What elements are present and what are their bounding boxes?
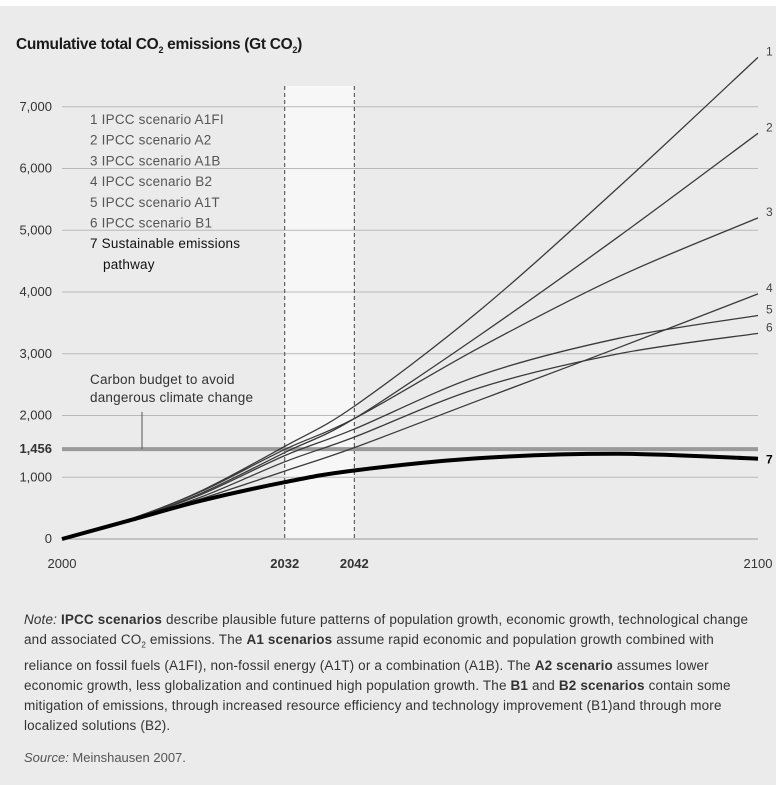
series-end-label: 6 [766,320,773,334]
title-sub-1: 2 [158,45,164,56]
y-tick-label: 6,000 [19,161,52,176]
series-end-label: 5 [766,302,773,316]
x-tick-label: 2000 [48,556,77,571]
series-line-7 [61,451,759,541]
y-tick-label: 1,000 [19,469,52,484]
y-tick-label: 5,000 [19,222,52,237]
series-end-label: 3 [766,205,773,219]
source-label: Source: [24,750,69,765]
note-sub: 2 [141,640,146,650]
note-bold: B2 scenarios [558,677,645,693]
x-tick-label: 2042 [340,556,369,571]
note-paragraph: Note: IPCC scenarios describe plausible … [24,610,764,736]
title-text-3: ) [297,36,303,53]
legend-entry: 5 IPCC scenario A1T [90,195,220,210]
source-text: Meinshausen 2007. [68,750,186,765]
y-tick-label: 4,000 [19,284,52,299]
series-line-1 [61,56,759,540]
note-text: emissions. The [145,632,247,647]
note-text: assumes lower economic growth, less glob… [24,657,709,693]
x-tick-label: 2032 [270,556,299,571]
note-label: Note: [24,612,58,627]
title-text-1: Cumulative total CO [16,36,159,53]
legend-entry: 1 IPCC scenario A1FI [90,112,224,127]
series-end-label: 1 [766,44,773,58]
note-text: and [528,677,559,693]
source-line: Source: Meinshausen 2007. [24,750,186,765]
title-text-2: emissions (Gt CO [163,36,293,53]
y-tick-label: 1,456 [19,441,52,456]
legend-entry: 6 IPCC scenario B1 [90,216,212,231]
note-text: contain some mitigation of emissions, th… [24,677,731,733]
note-bold: IPCC scenarios [60,612,163,627]
top-border [0,0,776,6]
legend-entry: 7 Sustainable emissions [90,236,240,251]
y-tick-label: 2,000 [19,408,52,423]
series-end-label: 2 [766,120,773,134]
legend-entry: pathway [103,257,155,272]
series-line-3 [61,217,759,540]
budget-label: Carbon budget to avoid [90,372,235,387]
chart: Carbon budget to avoid dangerous climate … [19,44,773,571]
x-tick-label: 2100 [744,556,773,571]
series-end-label: 7 [766,453,773,467]
note-bold: A2 scenario [534,657,613,673]
note-bold: B1 [510,677,529,693]
title-sub-2: 2 [292,45,298,56]
budget-label: dangerous climate change [90,390,253,405]
chart-title: Cumulative total CO2 emissions (Gt CO2) [16,36,302,55]
shaded-period [284,86,355,539]
y-tick-label: 0 [45,531,52,546]
legend-entry: 4 IPCC scenario B2 [90,174,212,189]
series-line-4 [61,293,759,540]
legend-entry: 3 IPCC scenario A1B [90,153,221,168]
note-text: describe plausible future patterns of po… [24,612,749,647]
y-tick-label: 3,000 [19,346,52,361]
note-bold: A1 scenarios [246,632,333,647]
series-end-label: 4 [766,281,773,295]
note-text: assume rapid economic and population gro… [24,632,714,673]
y-tick-label: 7,000 [19,99,52,114]
legend-entry: 2 IPCC scenario A2 [90,133,211,148]
